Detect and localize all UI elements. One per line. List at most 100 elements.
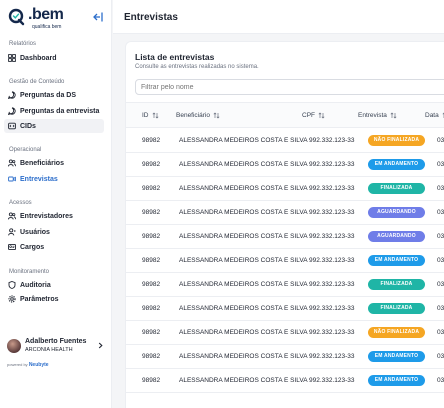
cell-beneficiario: ALESSANDRA MEDEIROS COSTA E SILVA (179, 233, 308, 240)
table-row[interactable]: 98982 ALESSANDRA MEDEIROS COSTA E SILVA 99… (126, 273, 444, 297)
table-row[interactable]: 98982 ALESSANDRA MEDEIROS COSTA E SILVA 99… (126, 249, 444, 273)
cell-cpf: 992.332.123-33 (309, 137, 355, 144)
column-header-label: Data (425, 112, 439, 119)
status-badge: AGUARDANDO (368, 207, 425, 218)
status-badge: EM ANDAMENTO (368, 159, 425, 170)
shield-icon (8, 281, 16, 289)
cell-beneficiario: ALESSANDRA MEDEIROS COSTA E SILVA (179, 281, 308, 288)
cell-id: 98982 (142, 305, 161, 312)
cell-data: 03 (437, 137, 444, 144)
table-row[interactable]: 98982 ALESSANDRA MEDEIROS COSTA E SILVA 99… (126, 129, 444, 153)
column-header-label: Entrevista (358, 112, 387, 119)
table-row[interactable]: 98982 ALESSANDRA MEDEIROS COSTA E SILVA 99… (126, 345, 444, 369)
table-row[interactable]: 98982 ALESSANDRA MEDEIROS COSTA E SILVA 99… (126, 153, 444, 177)
cell-id: 98982 (142, 281, 161, 288)
table-row[interactable]: 98982 ALESSANDRA MEDEIROS COSTA E SILVA 99… (126, 321, 444, 345)
status-badge: EM ANDAMENTO (368, 375, 425, 386)
brand-tagline: qualifica bem (32, 24, 62, 30)
status-badge: FINALIZADA (368, 183, 425, 194)
brand-logo[interactable]: .bem qualifica bem (8, 6, 64, 32)
sidebar-item-label: Auditoria (20, 281, 51, 289)
status-badge: EM ANDAMENTO (368, 255, 425, 266)
powered-by: powered by Neubyte (7, 362, 49, 368)
cell-data: 03 (437, 281, 444, 288)
sidebar-item-label: Beneficiários (20, 159, 64, 167)
cell-beneficiario: ALESSANDRA MEDEIROS COSTA E SILVA (179, 305, 308, 312)
section-title-access: Acessos (9, 200, 32, 206)
column-header-label: CPF (302, 112, 315, 119)
column-header-cpf[interactable]: CPF (302, 112, 325, 119)
user-name: Adalberto Fuentes (25, 338, 87, 345)
sidebar-item-dashboard[interactable]: Dashboard (4, 51, 104, 65)
cell-data: 03 (437, 353, 444, 360)
section-title-monitoring: Monitoramento (9, 269, 50, 275)
status-badge: EM ANDAMENTO (368, 351, 425, 362)
cell-id: 98982 (142, 185, 161, 192)
section-title-content: Gestão de Conteúdo (9, 79, 65, 85)
collapse-sidebar-icon[interactable] (92, 11, 104, 23)
section-title-reports: Relatórios (9, 41, 37, 47)
cell-beneficiario: ALESSANDRA MEDEIROS COSTA E SILVA (179, 137, 308, 144)
table-row[interactable]: 98982 ALESSANDRA MEDEIROS COSTA E SILVA 99… (126, 177, 444, 201)
cell-cpf: 992.332.123-33 (309, 377, 355, 384)
page-title: Entrevistas (124, 12, 178, 23)
cell-data: 03 (437, 209, 444, 216)
cell-cpf: 992.332.123-33 (309, 305, 355, 312)
sidebar-item-perguntas-ds[interactable]: Perguntas da DS (4, 88, 104, 102)
sidebar-item-entrevistas[interactable]: Entrevistas (4, 172, 104, 186)
code-icon (8, 122, 16, 130)
section-title-operational: Operacional (9, 147, 42, 153)
cell-id: 98982 (142, 233, 161, 240)
table-row[interactable]: 98982 ALESSANDRA MEDEIROS COSTA E SILVA 99… (126, 201, 444, 225)
sidebar-item-entrevistadores[interactable]: Entrevistadores (4, 209, 104, 223)
column-header-beneficiario[interactable]: Beneficiário (176, 112, 220, 119)
cell-beneficiario: ALESSANDRA MEDEIROS COSTA E SILVA (179, 329, 308, 336)
status-badge: FINALIZADA (368, 303, 425, 314)
table-row[interactable]: 98982 ALESSANDRA MEDEIROS COSTA E SILVA 99… (126, 369, 444, 393)
sidebar-item-beneficiarios[interactable]: Beneficiários (4, 156, 104, 170)
cell-data: 03 (437, 257, 444, 264)
sidebar-item-usuarios[interactable]: Usuários (4, 225, 104, 239)
table-row[interactable]: 98982 ALESSANDRA MEDEIROS COSTA E SILVA 99… (126, 297, 444, 321)
cell-id: 98982 (142, 209, 161, 216)
cell-data: 03 (437, 305, 444, 312)
video-icon (8, 176, 16, 182)
user-profile[interactable]: Adalberto Fuentes ARCONIA HEALTH (0, 334, 112, 374)
sidebar-item-label: Usuários (20, 228, 50, 236)
column-header-id[interactable]: ID (142, 112, 159, 119)
sidebar-item-label: Perguntas da DS (20, 91, 77, 99)
cell-data: 03 (437, 329, 444, 336)
sidebar-item-parametros[interactable]: Parâmetros (4, 292, 104, 306)
table-row[interactable]: 98982 ALESSANDRA MEDEIROS COSTA E SILVA 99… (126, 225, 444, 249)
sidebar-item-cids[interactable]: CIDs (4, 119, 104, 133)
status-badge: NÃO FINALIZADA (368, 135, 425, 146)
cell-cpf: 992.332.123-33 (309, 329, 355, 336)
cell-data: 03 (437, 233, 444, 240)
sidebar-item-cargos[interactable]: Cargos (4, 240, 104, 254)
sort-icon (390, 112, 397, 119)
table-header: ID Beneficiário CPF Entrevista Data (126, 102, 444, 128)
people-icon (8, 212, 16, 220)
cell-id: 98982 (142, 353, 161, 360)
cell-data: 03 (437, 185, 444, 192)
cell-cpf: 992.332.123-33 (309, 281, 355, 288)
cell-cpf: 992.332.123-33 (309, 233, 355, 240)
cell-beneficiario: ALESSANDRA MEDEIROS COSTA E SILVA (179, 353, 308, 360)
gear-icon (8, 295, 16, 303)
cell-id: 98982 (142, 137, 161, 144)
filter-by-name-input[interactable] (135, 79, 444, 95)
cell-id: 98982 (142, 257, 161, 264)
cell-beneficiario: ALESSANDRA MEDEIROS COSTA E SILVA (179, 209, 308, 216)
sidebar-item-auditoria[interactable]: Auditoria (4, 278, 104, 292)
sidebar-item-label: Dashboard (20, 54, 57, 62)
sidebar-item-perguntas-entrevista[interactable]: Perguntas da entrevista (4, 104, 104, 118)
chevron-right-icon[interactable] (97, 342, 104, 349)
powered-by-name: Neubyte (28, 362, 49, 368)
cell-beneficiario: ALESSANDRA MEDEIROS COSTA E SILVA (179, 257, 308, 264)
people-icon (8, 159, 16, 167)
column-header-entrevista[interactable]: Entrevista (358, 112, 397, 119)
user-icon (8, 228, 16, 236)
sidebar-item-label: Entrevistas (20, 175, 58, 183)
column-header-data[interactable]: Data (425, 112, 444, 119)
sort-icon (318, 112, 325, 119)
